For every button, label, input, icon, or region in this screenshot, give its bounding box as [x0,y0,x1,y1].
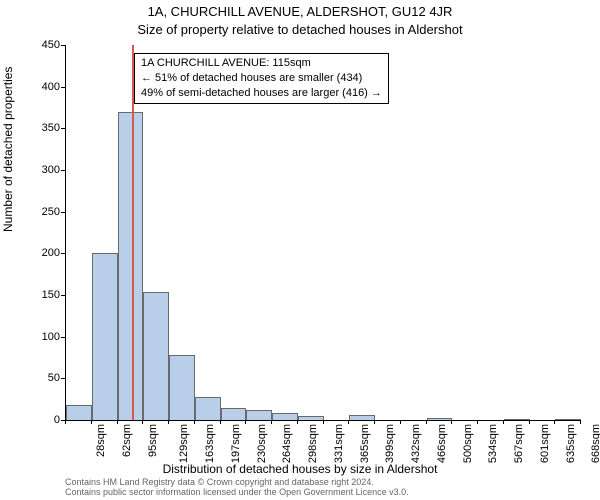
y-tick-mark [61,128,65,129]
x-tick-mark [65,420,66,424]
y-tick-mark [61,378,65,379]
chart-container: 1A, CHURCHILL AVENUE, ALDERSHOT, GU12 4J… [0,0,600,500]
histogram-bar [555,419,581,420]
x-tick-mark [374,420,375,424]
x-tick-label: 62sqm [121,424,133,457]
x-tick-label: 668sqm [590,424,600,463]
info-box-line2: ← 51% of detached houses are smaller (43… [141,71,382,86]
x-tick-label: 298sqm [307,424,319,463]
x-tick-mark [348,420,349,424]
x-tick-label: 129sqm [178,424,190,463]
y-tick-mark [61,45,65,46]
info-box-line1: 1A CHURCHILL AVENUE: 115sqm [141,56,382,71]
y-tick-label: 0 [20,414,60,426]
x-tick-label: 466sqm [436,424,448,463]
x-tick-label: 432sqm [410,424,422,463]
plot-area: 1A CHURCHILL AVENUE: 115sqm ← 51% of det… [65,45,581,421]
x-axis-label: Distribution of detached houses by size … [0,462,600,476]
chart-title-address: 1A, CHURCHILL AVENUE, ALDERSHOT, GU12 4J… [0,4,600,19]
info-box-line3: 49% of semi-detached houses are larger (… [141,86,382,101]
histogram-bar [504,419,530,420]
histogram-bar [427,418,453,420]
x-tick-label: 500sqm [462,424,474,463]
y-axis-label: Number of detached properties [1,67,15,232]
histogram-bar [169,355,195,420]
x-tick-mark [245,420,246,424]
y-tick-label: 200 [20,247,60,259]
x-tick-mark [580,420,581,424]
y-tick-mark [61,253,65,254]
histogram-bar [92,253,118,421]
x-tick-mark [168,420,169,424]
x-tick-mark [117,420,118,424]
y-tick-label: 450 [20,39,60,51]
y-tick-label: 50 [20,372,60,384]
x-tick-mark [554,420,555,424]
x-tick-label: 567sqm [513,424,525,463]
x-tick-mark [220,420,221,424]
x-tick-label: 399sqm [384,424,396,463]
y-tick-mark [61,212,65,213]
histogram-bar [272,413,298,420]
x-tick-label: 28sqm [95,424,107,457]
y-tick-label: 350 [20,122,60,134]
x-tick-label: 163sqm [204,424,216,463]
x-tick-label: 95sqm [147,424,159,457]
histogram-bar [66,405,92,420]
x-tick-label: 230sqm [256,424,268,463]
chart-title-description: Size of property relative to detached ho… [0,22,600,37]
y-tick-label: 300 [20,164,60,176]
y-tick-label: 150 [20,289,60,301]
x-tick-label: 365sqm [359,424,371,463]
x-tick-mark [477,420,478,424]
x-tick-mark [297,420,298,424]
x-tick-mark [91,420,92,424]
x-tick-mark [400,420,401,424]
x-tick-label: 635sqm [565,424,577,463]
y-tick-mark [61,295,65,296]
histogram-bar [221,408,247,421]
x-tick-label: 264sqm [281,424,293,463]
y-tick-mark [61,87,65,88]
histogram-bar [298,416,324,420]
x-tick-mark [426,420,427,424]
footer-line2: Contains public sector information licen… [65,488,409,498]
x-tick-mark [323,420,324,424]
footer-attribution: Contains HM Land Registry data © Crown c… [65,478,409,498]
x-tick-mark [194,420,195,424]
y-tick-mark [61,337,65,338]
x-tick-label: 534sqm [487,424,499,463]
histogram-bar [143,292,169,420]
y-tick-label: 100 [20,331,60,343]
histogram-bar [118,112,144,420]
x-tick-label: 331sqm [333,424,345,463]
x-tick-mark [271,420,272,424]
x-tick-label: 197sqm [230,424,242,463]
histogram-bar [349,415,375,420]
x-tick-mark [529,420,530,424]
histogram-bar [195,397,221,420]
x-tick-mark [451,420,452,424]
y-tick-mark [61,170,65,171]
y-tick-label: 400 [20,81,60,93]
histogram-bar [246,410,272,420]
x-tick-mark [142,420,143,424]
x-tick-label: 601sqm [539,424,551,463]
x-tick-mark [503,420,504,424]
y-tick-label: 250 [20,206,60,218]
info-box: 1A CHURCHILL AVENUE: 115sqm ← 51% of det… [134,53,389,104]
